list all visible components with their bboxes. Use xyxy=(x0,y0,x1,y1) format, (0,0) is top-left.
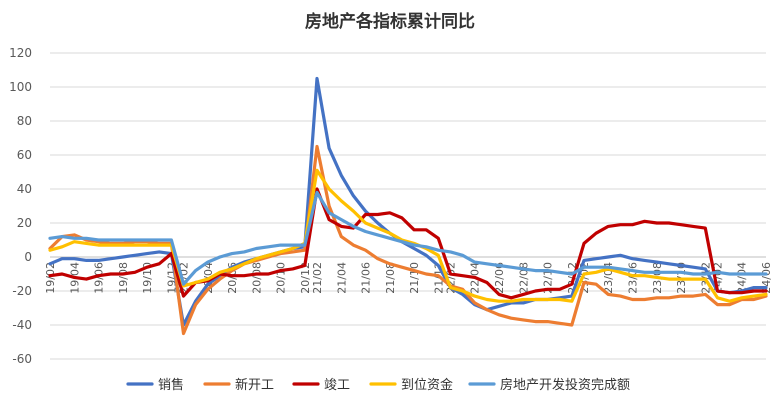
legend: 销售 新开工 竣工 到位资金 房地产开发投资完成额 xyxy=(126,377,630,393)
x-tick-label: 19/06 xyxy=(93,262,106,294)
y-tick-label: 0 xyxy=(24,250,32,264)
chart-title: 房地产各指标累计同比 xyxy=(305,11,475,32)
x-tick-label: 19/08 xyxy=(117,262,130,294)
x-tick-label: 24/06 xyxy=(760,262,773,294)
legend-label: 竣工 xyxy=(324,378,350,393)
x-tick-label: 21/04 xyxy=(335,262,348,294)
x-tick-label: 21/06 xyxy=(360,262,373,294)
x-tick-label: 22/06 xyxy=(493,262,506,294)
series-line-1 xyxy=(48,144,768,336)
x-tick-label: 21/02 xyxy=(311,262,324,294)
series-line-3 xyxy=(48,168,768,303)
y-tick-label: -40 xyxy=(12,318,32,332)
x-tick-label: 21/08 xyxy=(384,262,397,294)
x-tick-label: 20/08 xyxy=(250,262,263,294)
legend-label: 到位资金 xyxy=(401,377,453,393)
y-axis-ticks: -60 -40 -20 0 20 40 60 80 100 120 xyxy=(9,46,32,366)
legend-label: 新开工 xyxy=(235,377,274,393)
y-tick-label: 60 xyxy=(17,148,32,162)
legend-label: 房地产开发投资完成额 xyxy=(500,377,630,393)
series-line-2 xyxy=(48,187,768,300)
gridlines xyxy=(50,52,766,360)
y-tick-label: 100 xyxy=(9,80,32,94)
series-lines xyxy=(48,76,768,336)
y-tick-label: 120 xyxy=(9,46,32,60)
y-tick-label: -60 xyxy=(12,352,32,366)
y-tick-label: 40 xyxy=(17,182,32,196)
x-tick-label: 21/10 xyxy=(408,262,421,294)
y-tick-label: 80 xyxy=(17,114,32,128)
x-tick-label: 20/10 xyxy=(275,262,288,294)
y-tick-label: -20 xyxy=(12,284,32,298)
x-tick-label: 23/06 xyxy=(627,262,640,294)
series-line-4 xyxy=(48,190,768,286)
x-tick-label: 20/12 xyxy=(299,262,312,294)
x-tick-label: 19/02 xyxy=(44,262,57,294)
x-tick-label: 24/04 xyxy=(736,262,749,294)
legend-label: 销售 xyxy=(158,377,184,393)
y-tick-label: 20 xyxy=(17,216,32,230)
